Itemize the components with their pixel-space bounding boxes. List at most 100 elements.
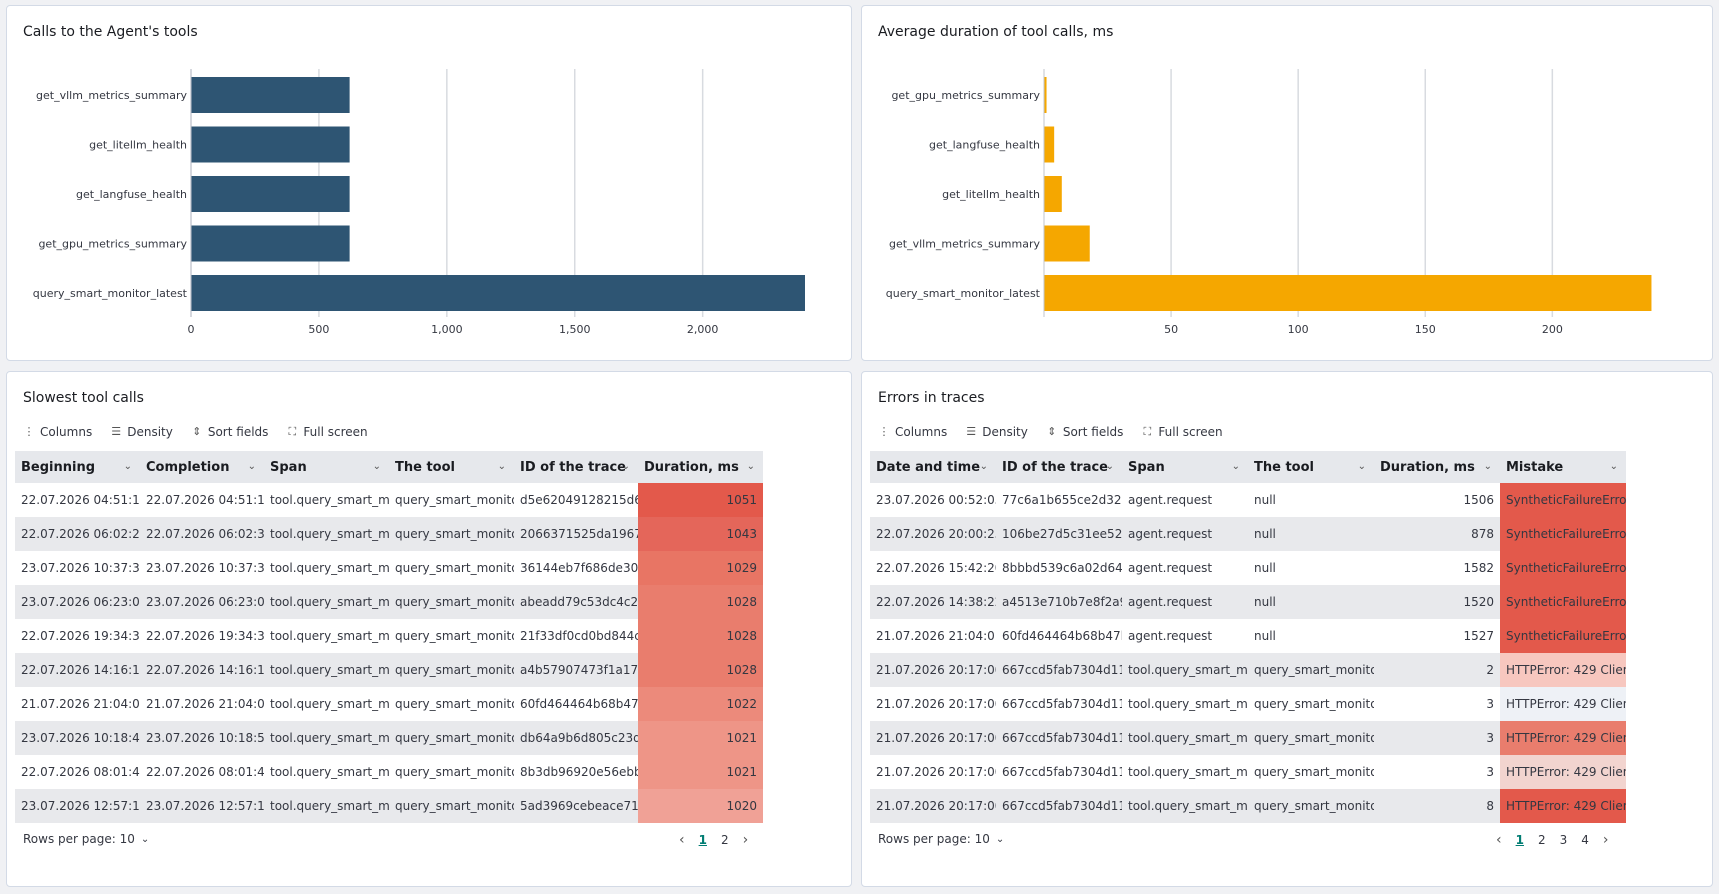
chevron-down-icon[interactable]: ⌄ [1609,461,1618,472]
table-cell: query_smart_monitor_ [389,551,514,585]
chevron-down-icon[interactable]: ⌄ [621,461,630,472]
columns-label: Columns [40,425,93,439]
table-row[interactable]: 22.07.2026 06:02:29 22.07.2026 06:02:30 to… [15,517,763,551]
table-cell: tool.query_smart_moni [1122,789,1248,823]
table-cell: tool.query_smart_moni [1122,755,1248,789]
page-link[interactable]: 1 [698,833,707,847]
chevron-down-icon[interactable]: ⌄ [497,461,506,472]
page-link[interactable]: 3 [1559,833,1568,847]
column-header-label: Date and time [876,459,981,475]
errors-rows-per-page[interactable]: Rows per page: 10 ⌄ [878,832,1004,846]
full-screen-button[interactable]: ⛶ Full screen [286,425,368,439]
page-link[interactable]: 4 [1581,833,1589,847]
fullscreen-label: Full screen [1158,425,1223,439]
column-header[interactable]: Span ⌄ [1122,451,1248,483]
density-button[interactable]: ☰ Density [965,425,1028,439]
table-row[interactable]: 21.07.2026 20:17:00667ccd5fab7304d11c4to… [870,755,1626,789]
bar [191,126,350,163]
table-row[interactable]: 21.07.2026 20:17:00667ccd5fab7304d11c4to… [870,789,1626,823]
column-header[interactable]: Mistake ⌄ [1500,451,1626,483]
chevron-right-icon[interactable]: › [742,832,749,848]
table-row[interactable]: 22.07.2026 19:34:36 22.07.2026 19:34:37 to… [15,619,763,653]
table-cell: 21f33df0cd0bd844cf4 [514,619,638,653]
column-header[interactable]: The tool ⌄ [389,451,514,483]
table-cell: SyntheticFailureError: [1500,483,1626,517]
column-header[interactable]: ID of the trace ⌄ [996,451,1122,483]
table-cell: 667ccd5fab7304d11c4 [996,721,1122,755]
columns-button[interactable]: ⋮ Columns [23,425,93,439]
chevron-right-icon[interactable]: › [1602,832,1609,848]
y-category-label: query_smart_monitor_latest [33,287,188,300]
x-tick-label: 1,000 [431,323,463,336]
table-row[interactable]: 21.07.2026 20:17:00667ccd5fab7304d11c4to… [870,653,1626,687]
chevron-down-icon[interactable]: ⌄ [247,461,256,472]
table-row[interactable]: 22.07.2026 14:16:10 22.07.2026 14:16:11 to… [15,653,763,687]
table-row[interactable]: 22.07.2026 14:38:22 a4513e710b7e8f2a91 age… [870,585,1626,619]
density-label: Density [127,425,173,439]
column-header[interactable]: The tool ⌄ [1248,451,1374,483]
page-link[interactable]: 2 [1537,833,1546,847]
chevron-left-icon[interactable]: ‹ [1496,832,1502,848]
column-header[interactable]: Span ⌄ [264,451,389,483]
column-header[interactable]: ID of the trace ⌄ [514,451,638,483]
sort-icon: ⇕ [192,425,202,438]
full-screen-button[interactable]: ⛶ Full screen [1141,425,1223,439]
page-link[interactable]: 2 [720,833,729,847]
table-row[interactable]: 23.07.2026 00:52:0577c6a1b655ce2d320cfag… [870,483,1626,517]
calls-chart-title: Calls to the Agent's tools [23,24,198,40]
chevron-down-icon[interactable]: ⌄ [1483,461,1492,472]
table-row[interactable]: 23.07.2026 10:37:32 23.07.2026 10:37:33 to… [15,551,763,585]
table-cell: 22.07.2026 15:42:20 [870,551,996,585]
table-cell: 8bbbd539c6a02d641c [996,551,1122,585]
column-header[interactable]: Duration, ms ⌄ [638,451,763,483]
density-button[interactable]: ☰ Density [110,425,173,439]
column-header-label: Span [1128,459,1165,475]
page-link[interactable]: 1 [1515,833,1524,847]
errors-title: Errors in traces [878,390,985,406]
column-header-label: Duration, ms [644,459,739,475]
column-header[interactable]: Completion ⌄ [140,451,264,483]
table-row[interactable]: 21.07.2026 20:17:00667ccd5fab7304d11c4to… [870,721,1626,755]
chevron-down-icon[interactable]: ⌄ [123,461,132,472]
table-cell: null [1248,483,1374,517]
table-cell: 667ccd5fab7304d11c4 [996,789,1122,823]
table-cell: query_smart_monitor_ [389,619,514,653]
table-row[interactable]: 22.07.2026 08:01:40 22.07.2026 08:01:41 to… [15,755,763,789]
chevron-down-icon[interactable]: ⌄ [1357,461,1366,472]
table-row[interactable]: 23.07.2026 12:57:13 23.07.2026 12:57:14 to… [15,789,763,823]
table-cell: db64a9b6d805c23d4b [514,721,638,755]
slowest-rows-per-page[interactable]: Rows per page: 10 ⌄ [23,832,149,846]
table-cell: query_smart_monitor_ [389,687,514,721]
errors-grid: Date and time ⌄ ID of the trace ⌄ Span ⌄ The t… [870,451,1626,823]
sort-fields-button[interactable]: ⇕ Sort fields [191,425,268,439]
chevron-down-icon[interactable]: ⌄ [1231,461,1240,472]
chevron-down-icon[interactable]: ⌄ [979,461,988,472]
table-cell: 667ccd5fab7304d11c4 [996,687,1122,721]
density-label: Density [982,425,1028,439]
columns-button[interactable]: ⋮ Columns [878,425,948,439]
chevron-down-icon[interactable]: ⌄ [746,461,755,472]
table-cell: agent.request [1122,585,1248,619]
table-row[interactable]: 22.07.2026 20:00:25106be27d5c31ee52e0age… [870,517,1626,551]
sort-fields-button[interactable]: ⇕ Sort fields [1046,425,1123,439]
table-row[interactable]: 23.07.2026 10:18:49 23.07.2026 10:18:50 to… [15,721,763,755]
table-row[interactable]: 21.07.2026 20:17:00667ccd5fab7304d11c4to… [870,687,1626,721]
table-cell: 23.07.2026 06:23:05 [140,585,264,619]
table-row[interactable]: 21.07.2026 21:04:0160fd464464b68b47b2age… [870,619,1626,653]
chevron-left-icon[interactable]: ‹ [679,832,685,848]
column-header[interactable]: Beginning ⌄ [15,451,140,483]
column-header-label: Span [270,459,307,475]
column-header[interactable]: Duration, ms ⌄ [1374,451,1500,483]
table-row[interactable]: 21.07.2026 21:04:02 21.07.2026 21:04:03 to… [15,687,763,721]
errors-panel: Errors in traces ⋮ Columns ☰ Density ⇕ Sort… [861,371,1713,887]
chevron-down-icon[interactable]: ⌄ [372,461,381,472]
table-row[interactable]: 22.07.2026 04:51:17 22.07.2026 04:51:18 to… [15,483,763,517]
table-cell: 21.07.2026 20:17:00 [870,653,996,687]
table-row[interactable]: 22.07.2026 15:42:208bbbd539c6a02d641cage… [870,551,1626,585]
table-row[interactable]: 23.07.2026 06:23:04 23.07.2026 06:23:05 to… [15,585,763,619]
table-cell: 1520 [1374,585,1500,619]
column-header[interactable]: Date and time ⌄ [870,451,996,483]
table-cell: agent.request [1122,619,1248,653]
chevron-down-icon[interactable]: ⌄ [1105,461,1114,472]
y-category-label: get_vllm_metrics_summary [36,89,187,102]
